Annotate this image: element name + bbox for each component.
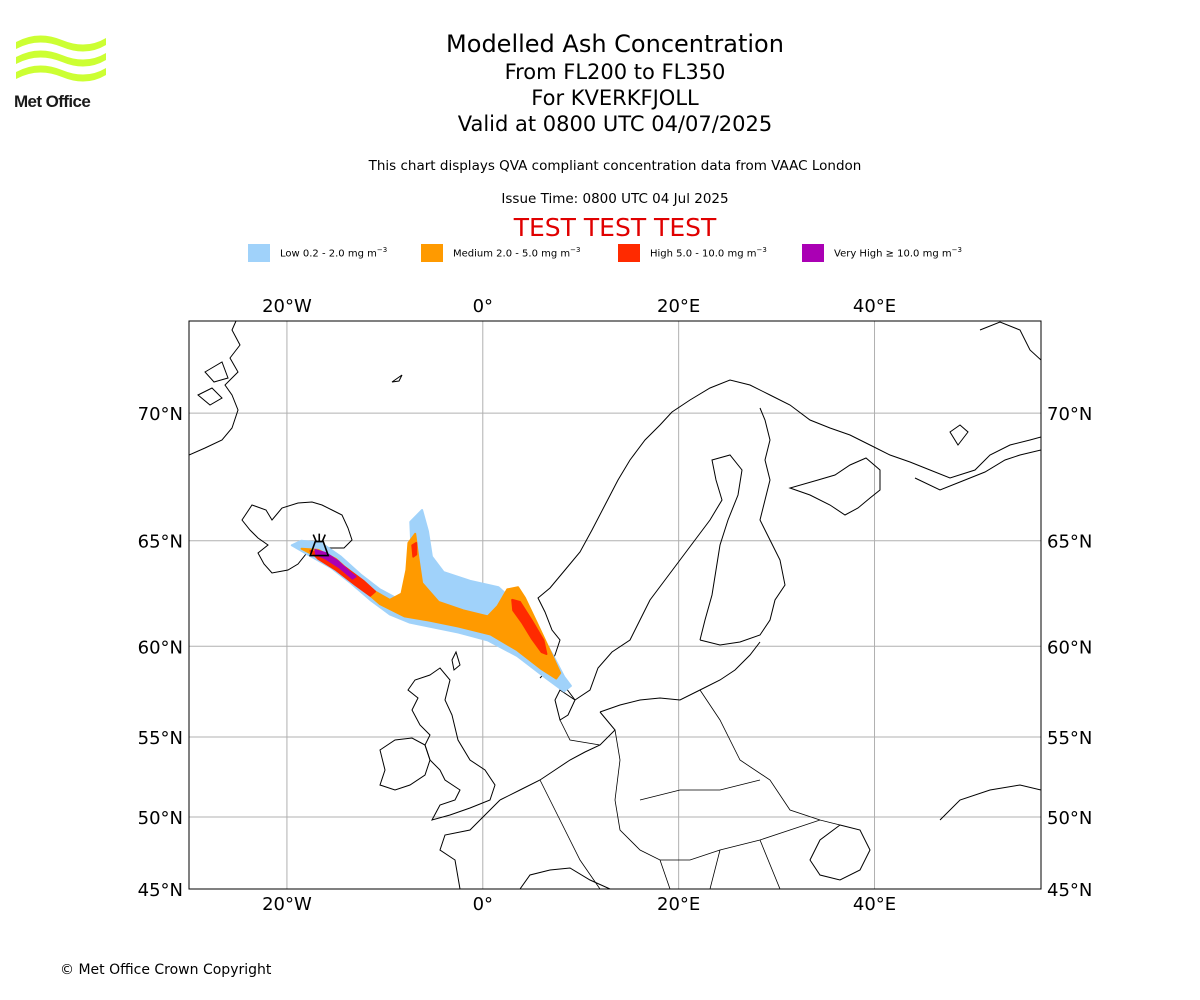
title-block: Modelled Ash Concentration From FL200 to…: [215, 30, 1015, 137]
coastline-denmark: [554, 689, 576, 721]
valid-time: Valid at 0800 UTC 04/07/2025: [457, 112, 773, 136]
volcano-name: For KVERKFJOLL: [531, 86, 699, 110]
logo-text: Met Office: [14, 92, 91, 111]
ash-regions: [290, 509, 572, 693]
legend-swatch-low: [248, 244, 270, 262]
legend-label-high: High 5.0 - 10.0 mg m−3: [650, 246, 767, 260]
legend-swatch-medium: [421, 244, 443, 262]
coastline-greenland: [189, 321, 241, 456]
coastline-iceland: [241, 501, 353, 574]
coastlines: [189, 321, 1041, 889]
chart-title: Modelled Ash Concentration: [446, 30, 784, 58]
coastline-europe-west: [499, 711, 616, 801]
coastline-white-sea: [788, 457, 881, 516]
lon-tick-label-bottom: 20°E: [657, 894, 700, 915]
coastline-kola: [914, 449, 1041, 491]
legend-swatch-high: [618, 244, 640, 262]
map-tick-labels: 20°W 20°W 0° 0° 20°E 20°E 40°E 40°E 70°N 70°N 65°N…: [138, 296, 1093, 915]
lon-tick-label-top: 20°W: [262, 296, 312, 317]
chart-description: This chart displays QVA compliant concen…: [368, 158, 862, 174]
map-frame: [188, 320, 1042, 890]
coastline-caspian: [939, 784, 1041, 821]
legend-swatch-very-high: [802, 244, 824, 262]
lon-tick-label-top: 20°E: [657, 296, 700, 317]
coastline-mediterranean: [519, 867, 611, 889]
coastline-ireland: [379, 737, 431, 791]
coastline-jan-mayen: [391, 374, 403, 383]
lon-tick-label-top: 40°E: [853, 296, 896, 317]
coastline-great-britain: [407, 667, 496, 821]
lat-tick-label-right: 60°N: [1047, 637, 1092, 658]
flight-level-range: From FL200 to FL350: [504, 60, 726, 84]
lat-tick-label-right: 55°N: [1047, 728, 1092, 749]
lon-tick-label-top: 0°: [473, 296, 493, 317]
lat-tick-label-left: 65°N: [138, 532, 183, 553]
lat-tick-label-left: 60°N: [138, 637, 183, 658]
coastline-shetland: [451, 650, 461, 671]
volcano-symbol: [309, 533, 330, 557]
legend-label-medium: Medium 2.0 - 5.0 mg m−3: [453, 246, 581, 260]
lon-tick-label-bottom: 40°E: [853, 894, 896, 915]
borders: [539, 689, 841, 889]
coastline-scandinavia: [537, 379, 1041, 679]
coastline-finland: [699, 407, 786, 646]
copyright-notice: © Met Office Crown Copyright: [60, 962, 272, 978]
lon-tick-label-bottom: 20°W: [262, 894, 312, 915]
lat-tick-label-left: 70°N: [138, 404, 183, 425]
volcano-marker-icon: [309, 533, 330, 557]
ash-region-medium: [300, 532, 562, 680]
lat-tick-label-right: 45°N: [1047, 880, 1092, 901]
lat-tick-label-right: 50°N: [1047, 808, 1092, 829]
lat-tick-label-left: 50°N: [138, 808, 183, 829]
test-banner: TEST TEST TEST: [513, 213, 717, 242]
coastline-gulf-bothnia: [559, 454, 743, 701]
legend-label-low: Low 0.2 - 2.0 mg m−3: [280, 246, 388, 260]
lat-tick-label-left: 45°N: [138, 880, 183, 901]
lon-tick-label-bottom: 0°: [473, 894, 493, 915]
coastline-greenland-islands: [197, 361, 229, 406]
logo-waves-icon: [16, 35, 106, 82]
lat-tick-label-right: 65°N: [1047, 532, 1092, 553]
coastline-baltic: [599, 641, 761, 713]
coastline-black-sea: [809, 824, 871, 881]
map-gridlines: [189, 321, 1041, 890]
coastline-novaya: [949, 321, 1041, 446]
met-office-logo: [16, 35, 106, 82]
lat-tick-label-left: 55°N: [138, 728, 183, 749]
ash-region-high: [511, 598, 548, 655]
ash-region-high: [411, 542, 418, 558]
legend-label-very-high: Very High ≥ 10.0 mg m−3: [834, 246, 962, 260]
issue-time: Issue Time: 0800 UTC 04 Jul 2025: [501, 191, 729, 207]
coastline-france: [439, 799, 501, 889]
ash-region-very-high: [314, 548, 357, 580]
lat-tick-label-right: 70°N: [1047, 404, 1092, 425]
